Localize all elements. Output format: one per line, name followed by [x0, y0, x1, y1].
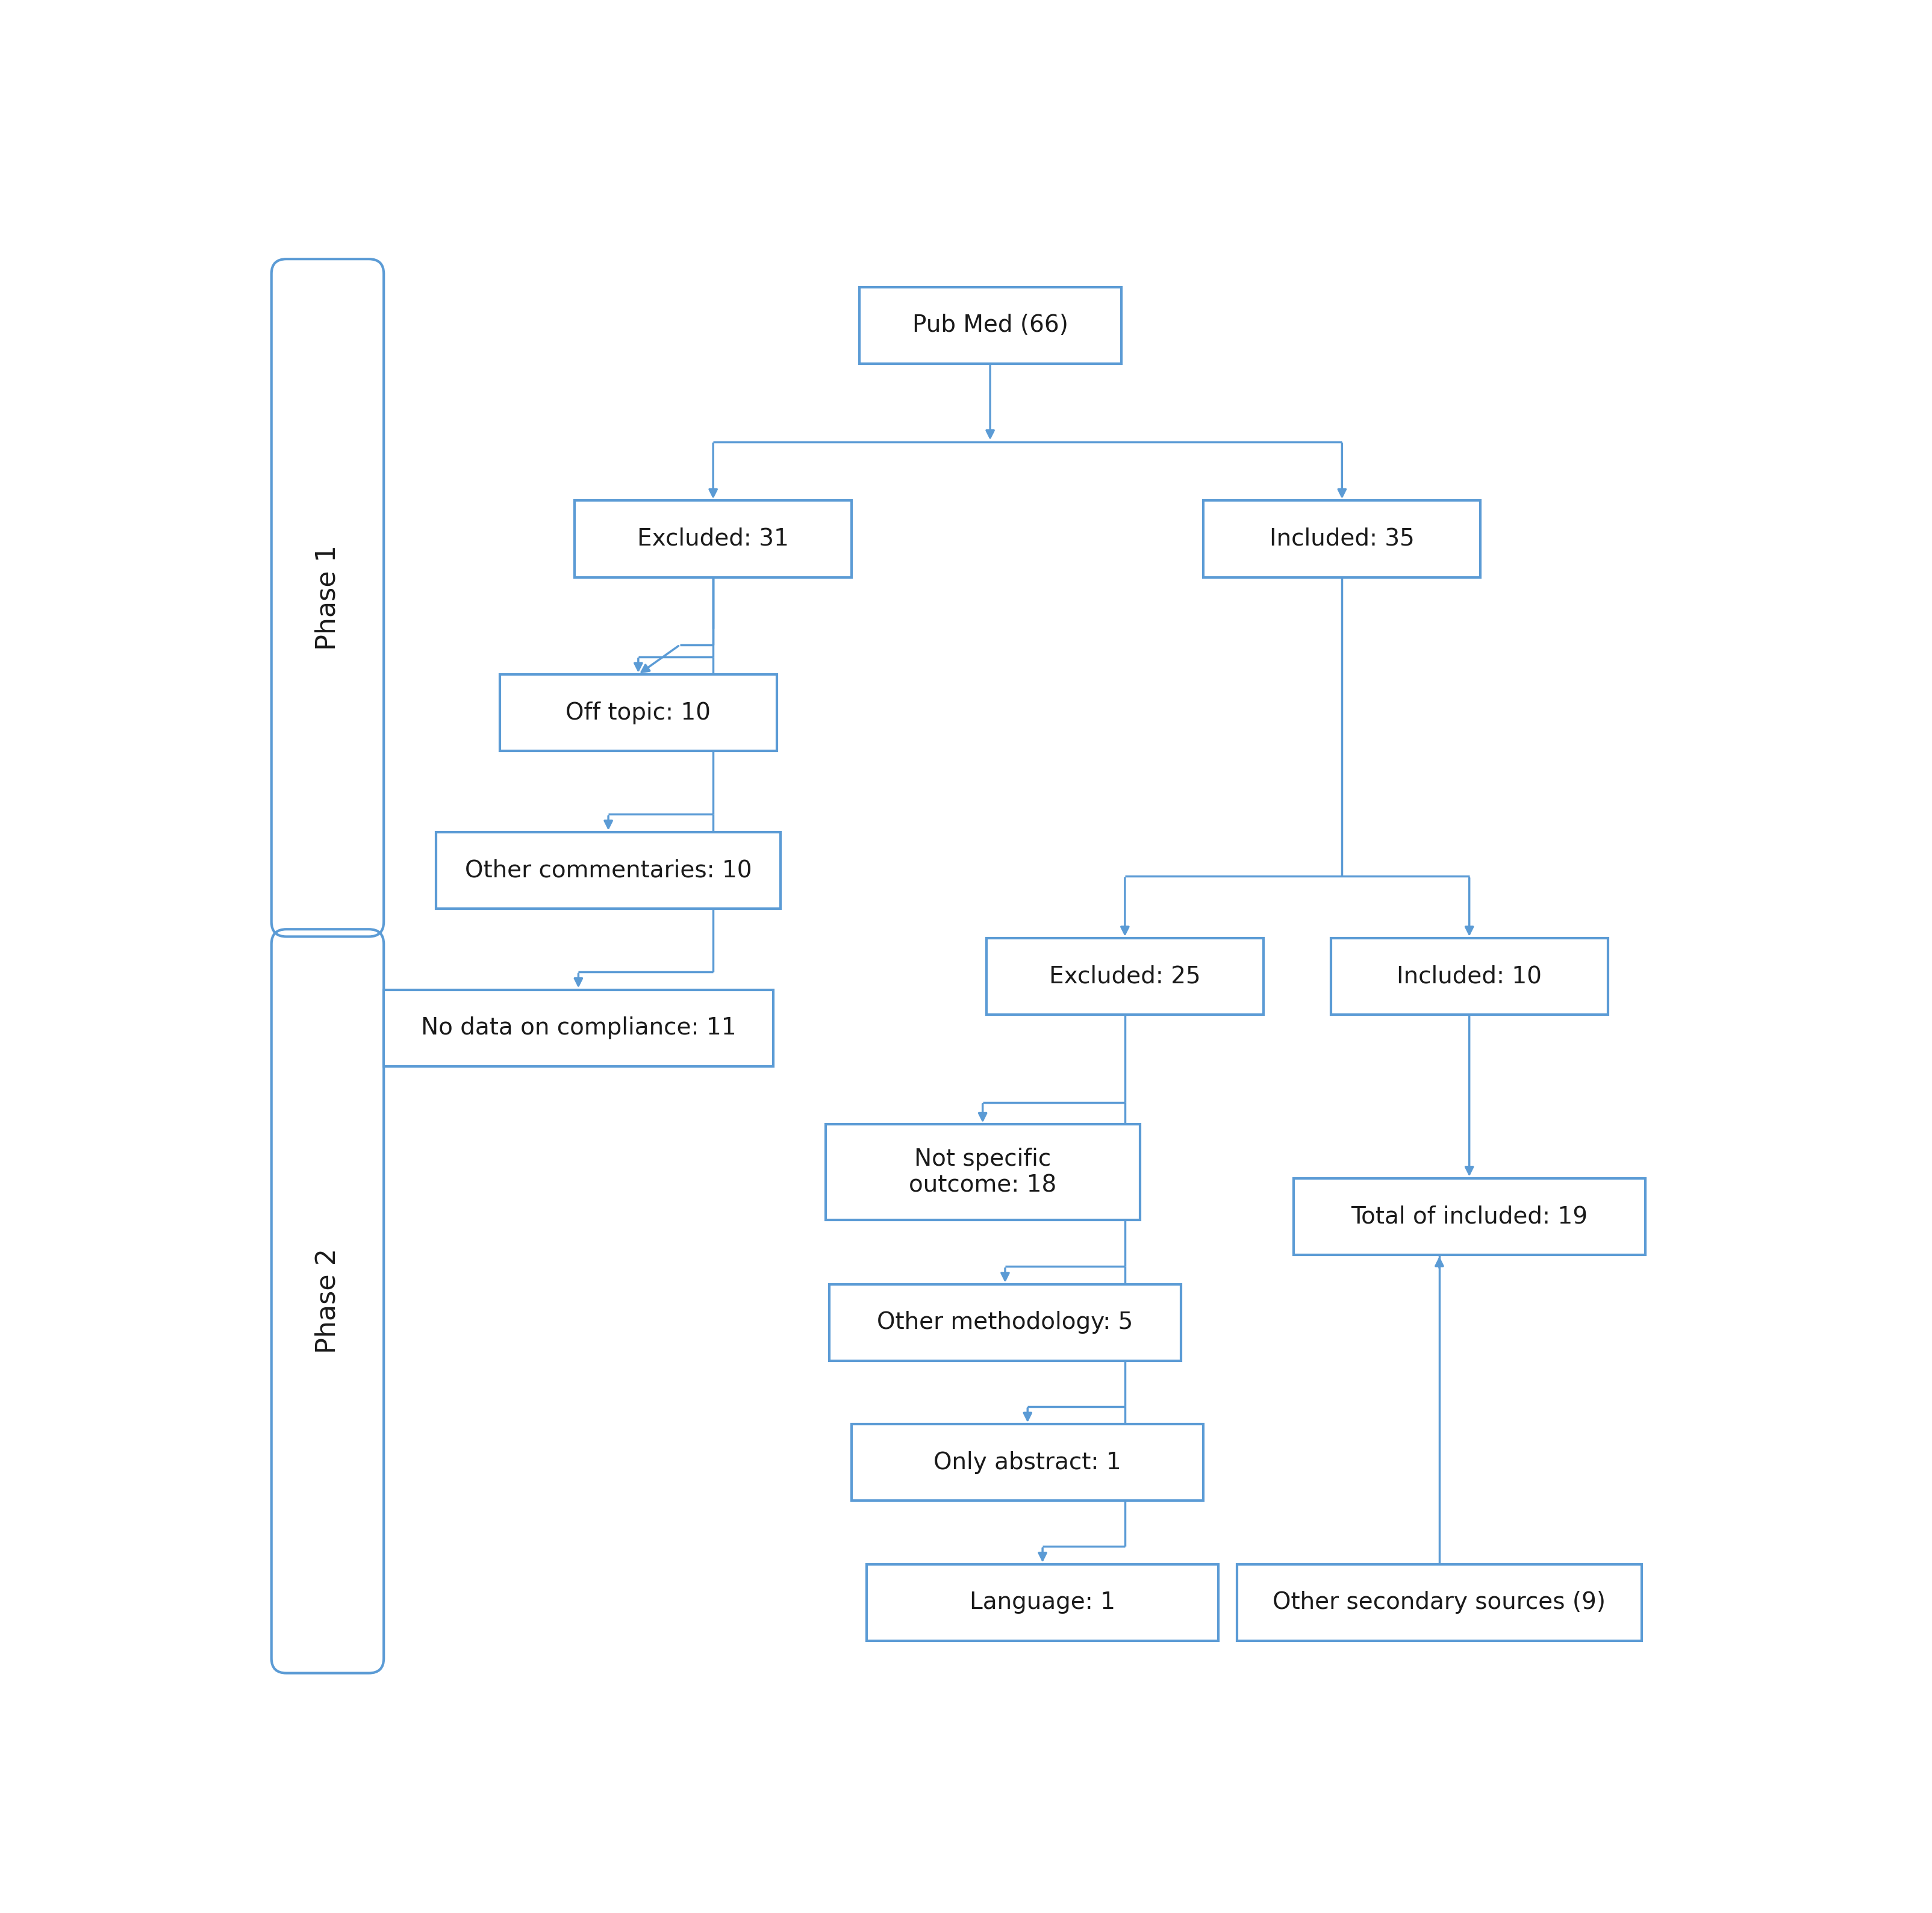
- FancyBboxPatch shape: [1293, 1178, 1646, 1255]
- FancyBboxPatch shape: [852, 1423, 1204, 1502]
- Text: Phase 1: Phase 1: [315, 545, 340, 650]
- Text: Other commentaries: 10: Other commentaries: 10: [466, 859, 752, 882]
- FancyBboxPatch shape: [1204, 501, 1480, 578]
- Text: Excluded: 25: Excluded: 25: [1049, 964, 1200, 987]
- Text: No data on compliance: 11: No data on compliance: 11: [421, 1016, 736, 1039]
- Text: Pub Med (66): Pub Med (66): [912, 314, 1068, 337]
- FancyBboxPatch shape: [829, 1284, 1180, 1360]
- Text: Off topic: 10: Off topic: 10: [566, 702, 711, 725]
- FancyBboxPatch shape: [987, 937, 1264, 1014]
- Text: Other methodology: 5: Other methodology: 5: [877, 1310, 1134, 1333]
- FancyBboxPatch shape: [860, 287, 1121, 363]
- Text: Included: 10: Included: 10: [1397, 964, 1542, 987]
- FancyBboxPatch shape: [574, 501, 852, 578]
- Text: Other secondary sources (9): Other secondary sources (9): [1273, 1592, 1605, 1615]
- FancyBboxPatch shape: [437, 832, 781, 909]
- FancyBboxPatch shape: [825, 1125, 1140, 1220]
- Text: Total of included: 19: Total of included: 19: [1350, 1205, 1588, 1228]
- Text: Only abstract: 1: Only abstract: 1: [933, 1452, 1121, 1473]
- Text: Not specific
outcome: 18: Not specific outcome: 18: [908, 1148, 1057, 1198]
- Text: Included: 35: Included: 35: [1269, 528, 1414, 551]
- Text: Language: 1: Language: 1: [970, 1592, 1115, 1615]
- FancyBboxPatch shape: [1331, 937, 1607, 1014]
- Text: Excluded: 31: Excluded: 31: [638, 528, 788, 551]
- FancyBboxPatch shape: [384, 989, 773, 1066]
- FancyBboxPatch shape: [1236, 1565, 1642, 1641]
- FancyBboxPatch shape: [500, 675, 777, 752]
- FancyBboxPatch shape: [867, 1565, 1219, 1641]
- Text: Phase 2: Phase 2: [315, 1249, 340, 1354]
